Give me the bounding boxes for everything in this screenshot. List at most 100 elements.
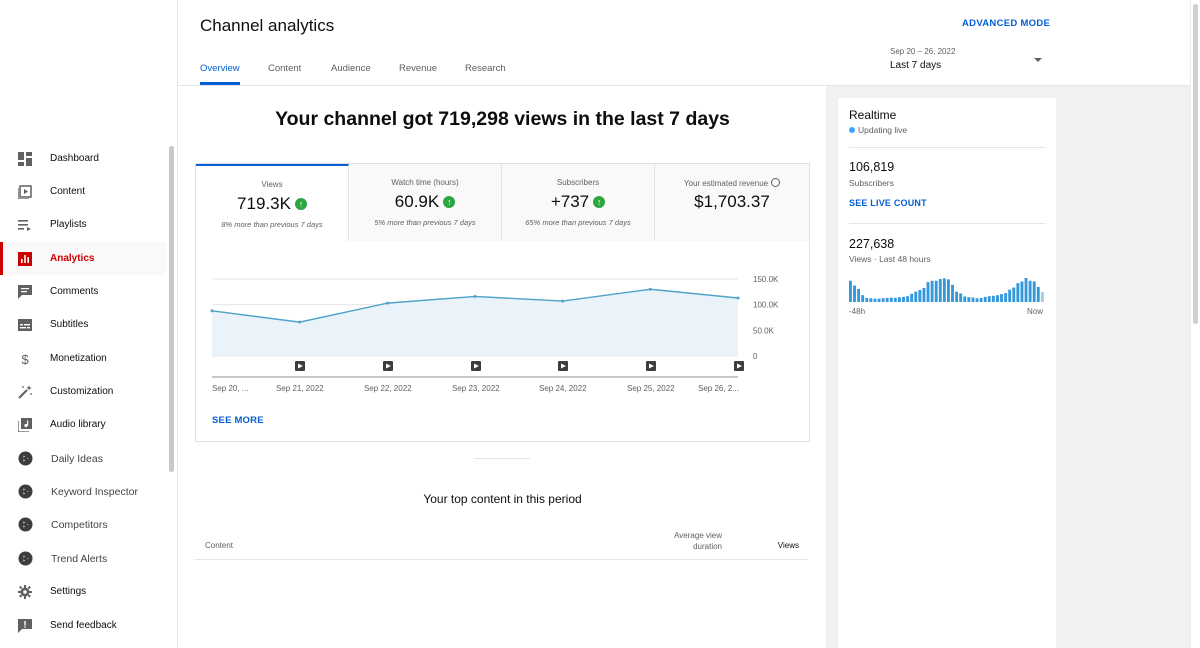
sidebar-item-label: Settings xyxy=(50,586,87,597)
realtime-bar[interactable] xyxy=(926,282,930,302)
realtime-bar[interactable] xyxy=(893,297,897,302)
sidebar-item-dashboard[interactable]: Dashboard xyxy=(0,142,166,175)
metric-views[interactable]: Views 719.3K ↑ 8% more than previous 7 da… xyxy=(196,164,349,241)
realtime-bar[interactable] xyxy=(975,298,979,302)
realtime-bar[interactable] xyxy=(1000,294,1003,302)
realtime-bar[interactable] xyxy=(996,295,999,302)
realtime-bar[interactable] xyxy=(947,279,950,302)
realtime-bar[interactable] xyxy=(987,296,991,302)
realtime-bar[interactable] xyxy=(967,297,971,302)
realtime-bar[interactable] xyxy=(1036,286,1040,302)
see-more-link[interactable]: SEE MORE xyxy=(212,415,264,426)
see-live-count-link[interactable]: SEE LIVE COUNT xyxy=(849,198,927,208)
sidebar-item-competitors[interactable]: Competitors xyxy=(0,508,166,541)
metric-subscribers[interactable]: Subscribers +737 ↑ 65% more than previous… xyxy=(502,164,655,241)
realtime-bar[interactable] xyxy=(934,280,938,302)
realtime-bar[interactable] xyxy=(942,278,946,302)
advanced-mode-button[interactable]: ADVANCED MODE xyxy=(962,18,1051,29)
chevron-down-icon[interactable] xyxy=(1034,58,1042,62)
sidebar-item-subtitles[interactable]: Subtitles xyxy=(0,308,166,341)
period-selector[interactable]: Last 7 days xyxy=(890,60,942,71)
realtime-bar[interactable] xyxy=(1012,287,1016,302)
sidebar-item-trend-alerts[interactable]: Trend Alerts xyxy=(0,542,166,575)
realtime-bar[interactable] xyxy=(1016,283,1020,302)
tab-overview[interactable]: Overview xyxy=(200,63,240,74)
realtime-bar[interactable] xyxy=(1028,280,1032,302)
tab-revenue[interactable]: Revenue xyxy=(399,63,438,74)
sidebar-item-audio-library[interactable]: Audio library xyxy=(0,408,166,441)
playlists-icon xyxy=(17,217,33,233)
sidebar-item-analytics[interactable]: Analytics xyxy=(0,242,166,275)
metrics-card: Views 719.3K ↑ 8% more than previous 7 da… xyxy=(195,163,810,442)
metric-watch-time[interactable]: Watch time (hours) 60.9K ↑ 5% more than p… xyxy=(349,164,502,241)
sidebar-item-content[interactable]: Content xyxy=(0,175,166,208)
x-tick-label: Sep 20, ... xyxy=(212,384,248,393)
tab-research[interactable]: Research xyxy=(465,63,506,74)
realtime-bar[interactable] xyxy=(877,298,881,302)
tab-content[interactable]: Content xyxy=(268,63,302,74)
table-header-content[interactable]: Content xyxy=(205,541,234,550)
realtime-bar[interactable] xyxy=(938,279,942,302)
x-tick-label: Sep 23, 2022 xyxy=(452,384,500,393)
sidebar-item-daily-ideas[interactable]: Daily Ideas xyxy=(0,442,166,475)
sidebar-item-label: Audio library xyxy=(50,419,106,430)
realtime-bar[interactable] xyxy=(930,280,934,302)
realtime-bar[interactable] xyxy=(983,296,987,302)
sidebar-item-settings[interactable]: Settings xyxy=(0,575,166,608)
realtime-bar[interactable] xyxy=(1040,292,1044,302)
sidebar-item-send-feedback[interactable]: Send feedback xyxy=(0,609,166,642)
realtime-bar[interactable] xyxy=(955,291,959,302)
sidebar-item-keyword-inspector[interactable]: Keyword Inspector xyxy=(0,475,166,508)
sidebar-item-label: Keyword Inspector xyxy=(51,485,138,498)
realtime-bar[interactable] xyxy=(1024,278,1028,302)
chart-point xyxy=(473,294,477,298)
sidebar-scrollbar[interactable] xyxy=(169,146,174,472)
table-header-avg-view-duration[interactable]: Average view duration xyxy=(674,531,722,551)
table-header-divider xyxy=(195,559,808,560)
realtime-bar[interactable] xyxy=(853,285,856,302)
realtime-bar[interactable] xyxy=(849,280,852,302)
sidebar-item-playlists[interactable]: Playlists xyxy=(0,208,166,241)
page-scrollbar[interactable] xyxy=(1190,0,1200,648)
realtime-bar[interactable] xyxy=(971,297,975,302)
realtime-bar[interactable] xyxy=(963,296,967,302)
realtime-title: Realtime xyxy=(849,108,897,122)
realtime-bar[interactable] xyxy=(1008,289,1012,302)
sidebar-item-monetization[interactable]: $ Monetization xyxy=(0,342,166,375)
realtime-bar[interactable] xyxy=(869,298,873,302)
realtime-bar[interactable] xyxy=(865,297,869,302)
realtime-bar[interactable] xyxy=(1004,293,1008,302)
realtime-bar[interactable] xyxy=(889,297,893,302)
realtime-bar[interactable] xyxy=(873,298,877,302)
arrow-up-icon: ↑ xyxy=(443,196,456,208)
sidebar-item-label: Playlists xyxy=(50,219,87,230)
realtime-bar[interactable] xyxy=(1020,281,1024,302)
realtime-bar[interactable] xyxy=(861,295,865,302)
realtime-bar[interactable] xyxy=(914,291,918,302)
sidebar-item-label: Customization xyxy=(50,386,114,397)
realtime-bar[interactable] xyxy=(902,296,905,302)
realtime-bar[interactable] xyxy=(910,293,914,302)
extension-icon xyxy=(17,484,33,500)
realtime-bar[interactable] xyxy=(979,297,983,302)
tab-audience[interactable]: Audience xyxy=(331,63,371,74)
realtime-bar[interactable] xyxy=(885,297,889,302)
realtime-bar[interactable] xyxy=(951,284,954,302)
realtime-bar[interactable] xyxy=(922,287,926,302)
realtime-bar[interactable] xyxy=(1032,281,1036,302)
realtime-bar[interactable] xyxy=(906,296,910,302)
sidebar-item-comments[interactable]: Comments xyxy=(0,275,166,308)
sidebar-item-label: Content xyxy=(50,186,86,197)
date-range[interactable]: Sep 20 – 26, 2022 xyxy=(890,47,956,56)
realtime-bar[interactable] xyxy=(991,295,995,302)
scrollbar-thumb[interactable] xyxy=(1193,4,1198,324)
sidebar-item-customization[interactable]: Customization xyxy=(0,375,166,408)
realtime-bar[interactable] xyxy=(881,298,885,302)
metric-revenue[interactable]: Your estimated revenue $1,703.37 xyxy=(655,164,809,241)
realtime-bar[interactable] xyxy=(918,290,922,302)
magic-wand-icon xyxy=(17,384,33,400)
realtime-bar[interactable] xyxy=(959,293,963,302)
realtime-bar[interactable] xyxy=(857,288,861,302)
table-header-views[interactable]: Views xyxy=(777,541,799,550)
realtime-bar[interactable] xyxy=(898,297,901,302)
